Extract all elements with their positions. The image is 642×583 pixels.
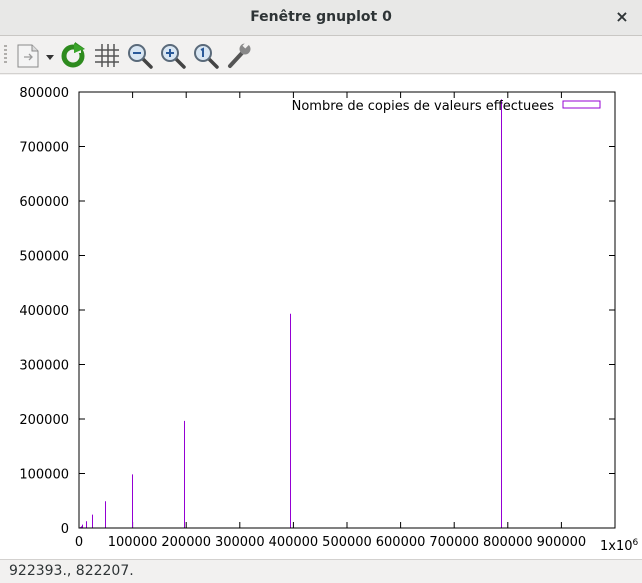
x-tick-label-5: 500000 bbox=[322, 535, 372, 550]
chart-canvas[interactable]: 0100000200000300000400000500000600000700… bbox=[0, 75, 642, 559]
x-tick-label-3: 300000 bbox=[215, 535, 265, 550]
x-tick-label-4: 400000 bbox=[269, 535, 319, 550]
copy-to-clipboard-button[interactable] bbox=[13, 40, 57, 70]
y-tick-label-8: 800000 bbox=[19, 86, 69, 101]
window-title: Fenêtre gnuplot 0 bbox=[250, 9, 392, 25]
y-tick-label-5: 500000 bbox=[19, 250, 69, 265]
plot-area[interactable]: 0 100000 200000 300000 400000 500000 600000 700… bbox=[0, 75, 642, 559]
y-tick-label-6: 600000 bbox=[19, 195, 69, 210]
grid-button[interactable] bbox=[91, 40, 121, 70]
zoom-out-icon bbox=[128, 44, 153, 69]
x-tick-label-6: 600000 bbox=[376, 535, 426, 550]
x-tick-label-7: 700000 bbox=[429, 535, 479, 550]
zoom-in-button[interactable] bbox=[157, 40, 187, 70]
x-tick-label-8: 800000 bbox=[483, 535, 533, 550]
y-tick-label-2: 200000 bbox=[19, 413, 69, 428]
legend-swatch bbox=[562, 100, 601, 109]
y-tick-label-1: 100000 bbox=[19, 468, 69, 483]
status-bar: 922393., 822207. bbox=[0, 559, 642, 583]
x-tick-label-0: 0 bbox=[75, 535, 83, 550]
legend-label: Nombre de copies de valeurs effectuees bbox=[292, 99, 555, 114]
zoom-out-button[interactable] bbox=[124, 40, 154, 70]
x-axis-multiplier-label: 1x106 bbox=[600, 538, 639, 554]
replot-button[interactable] bbox=[58, 40, 88, 70]
toolbar-grip[interactable] bbox=[4, 45, 7, 65]
y-tick-label-0: 0 bbox=[61, 522, 69, 537]
close-button[interactable]: × bbox=[615, 7, 629, 26]
cursor-coordinates: 922393., 822207. bbox=[9, 563, 134, 579]
zoom-in-icon bbox=[161, 44, 186, 69]
y-tick-label-4: 400000 bbox=[19, 304, 69, 319]
toolbar bbox=[0, 36, 642, 74]
title-bar[interactable]: Fenêtre gnuplot 0 × bbox=[0, 0, 642, 36]
replot-icon bbox=[61, 42, 85, 68]
x-tick-label-2: 200000 bbox=[161, 535, 211, 550]
zoom-reset-icon bbox=[194, 44, 219, 69]
x-tick-label-1: 100000 bbox=[108, 535, 158, 550]
zoom-reset-button[interactable] bbox=[190, 40, 220, 70]
y-tick-label-3: 300000 bbox=[19, 359, 69, 374]
y-tick-label-7: 700000 bbox=[19, 141, 69, 156]
plot-border bbox=[78, 91, 616, 529]
grid-icon bbox=[95, 44, 119, 67]
settings-wrench-icon bbox=[228, 41, 251, 68]
copy-to-clipboard-icon bbox=[17, 44, 54, 68]
settings-button[interactable] bbox=[223, 40, 253, 70]
x-tick-label-9: 900000 bbox=[537, 535, 587, 550]
